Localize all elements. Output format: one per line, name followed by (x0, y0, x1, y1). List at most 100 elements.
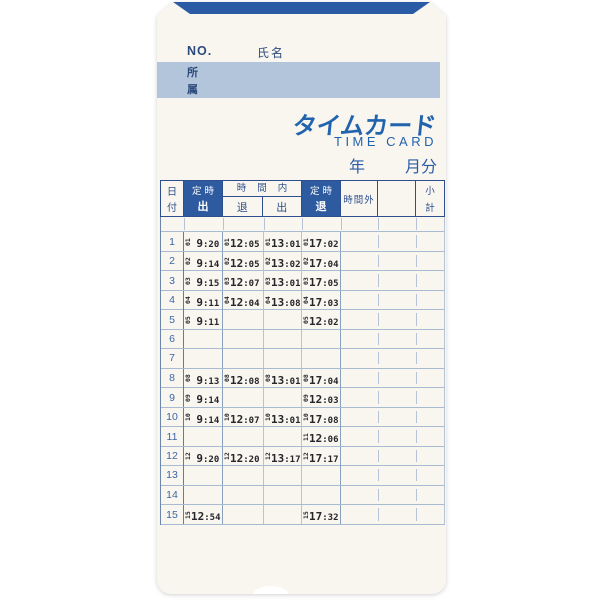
empty-stamp-cell (264, 310, 302, 329)
stamp-time: 12:03 (309, 393, 339, 406)
card-title-english: TIME CARD (334, 134, 437, 149)
table-row: 3 03 9:15 03 12:07 03 13:01 03 17:05 (161, 271, 444, 291)
time-stamp-cell: 04 12:04 (223, 290, 264, 310)
stamp-time: 13:02 (271, 256, 301, 270)
overtime-cell (341, 447, 379, 466)
time-table: 日 付 定時 出 時間内 退 出 定時 退 (160, 180, 445, 525)
blank-cell (378, 447, 417, 466)
stamp-time: 13:01 (271, 373, 301, 387)
subtotal-cell (416, 349, 444, 368)
table-row: 15 15 12:54 15 17:32 (161, 505, 444, 525)
spacer-cell (184, 217, 224, 231)
empty-stamp-cell (184, 427, 223, 446)
time-stamp-cell: 08 17:04 (302, 368, 341, 388)
header-overtime: 時間外 (341, 181, 378, 216)
empty-stamp-cell (223, 427, 264, 446)
empty-stamp-cell (223, 310, 264, 329)
stamp-time: 17:32 (309, 510, 339, 523)
overtime-cell (341, 232, 379, 251)
stamp-day-prefix: 11 (302, 432, 310, 441)
stamp-day-prefix: 09 (184, 393, 192, 402)
empty-stamp-cell (264, 349, 302, 368)
time-stamp-cell: 10 9:14 (184, 407, 223, 427)
time-stamp-cell: 02 9:14 (184, 251, 223, 271)
stamp-time: 13:17 (271, 451, 301, 465)
stamp-time: 12:20 (230, 451, 260, 465)
header-date: 日 付 (161, 181, 184, 216)
stamp-day-prefix: 09 (302, 393, 310, 402)
year-label: 年 (349, 159, 366, 176)
empty-stamp-cell (302, 329, 341, 348)
stamp-day-prefix: 04 (223, 296, 231, 304)
empty-stamp-cell (264, 466, 302, 485)
stamp-time: 17:05 (309, 276, 339, 289)
subtotal-cell (416, 252, 444, 271)
stamp-time: 12:07 (230, 276, 260, 289)
stamp-day-prefix: 15 (302, 510, 310, 519)
day-number-cell: 15 (161, 505, 184, 524)
time-stamp-cell: 10 17:08 (302, 407, 341, 427)
time-stamp-cell: 08 9:13 (184, 368, 223, 388)
day-number-cell: 2 (161, 251, 184, 271)
table-row: 6 (161, 329, 444, 349)
stamp-day-prefix: 10 (223, 413, 231, 421)
stamp-time: 9:20 (196, 237, 220, 250)
stamp-day-prefix: 01 (223, 237, 231, 246)
blank-cell (378, 427, 417, 446)
time-stamp-cell: 05 9:11 (184, 310, 223, 329)
table-row: 9 09 9:14 09 12:03 (161, 388, 444, 408)
overtime-cell (341, 486, 379, 505)
empty-stamp-cell (302, 349, 341, 368)
subtotal-cell (416, 427, 444, 446)
header-scheduled-in: 定時 出 (184, 181, 223, 216)
stamp-time: 13:08 (271, 295, 301, 309)
overtime-cell (341, 408, 379, 427)
time-stamp-cell: 09 9:14 (184, 388, 223, 407)
empty-stamp-cell (223, 505, 264, 524)
spacer-cell (264, 217, 303, 231)
time-stamp-cell: 09 12:03 (302, 388, 341, 407)
table-row: 7 (161, 349, 444, 369)
stamp-time: 17:03 (309, 295, 339, 309)
empty-stamp-cell (223, 485, 264, 504)
department-band: 所 属 (157, 62, 440, 98)
empty-stamp-cell (264, 329, 302, 348)
card-top-band (173, 2, 430, 14)
table-row: 12 12 9:20 12 12:20 12 13:17 12 17:17 (161, 446, 444, 466)
empty-stamp-cell (184, 349, 223, 368)
subtotal-cell (416, 486, 444, 505)
empty-stamp-cell (223, 329, 264, 348)
stamp-time: 12:05 (230, 237, 260, 250)
empty-stamp-cell (223, 388, 264, 407)
table-header: 日 付 定時 出 時間内 退 出 定時 退 (160, 180, 445, 217)
header-subtotal: 小 計 (425, 186, 435, 214)
stamp-time: 9:13 (196, 373, 220, 387)
stamp-day-prefix: 08 (302, 374, 310, 382)
stamp-day-prefix: 12 (184, 452, 192, 460)
time-stamp-cell: 12 12:20 (223, 446, 264, 466)
table-row: 5 05 9:11 05 12:02 (161, 310, 444, 330)
empty-stamp-cell (223, 466, 264, 485)
bottom-notch (253, 586, 289, 594)
overtime-cell (341, 310, 379, 329)
blank-cell (378, 310, 417, 329)
empty-stamp-cell (264, 485, 302, 504)
header-break-in: 出 (276, 201, 288, 214)
stamp-day-prefix: 02 (302, 257, 310, 265)
spacer-row (161, 217, 445, 232)
day-number-cell: 1 (161, 232, 184, 251)
time-stamp-cell: 02 13:02 (264, 251, 302, 271)
stamp-day-prefix: 03 (302, 276, 310, 285)
stamp-time: 9:20 (196, 451, 220, 465)
day-number-cell: 4 (161, 290, 184, 310)
stamp-time: 12:08 (230, 373, 260, 387)
stamp-time: 9:11 (196, 315, 220, 328)
spacer-cell (341, 217, 379, 231)
stamp-day-prefix: 02 (264, 257, 272, 265)
time-stamp-cell: 04 9:11 (184, 290, 223, 310)
stamp-time: 12:54 (191, 510, 221, 523)
day-number-cell: 6 (161, 329, 184, 348)
stamp-day-prefix: 12 (264, 452, 272, 460)
stamp-day-prefix: 01 (302, 237, 310, 246)
stamp-time: 17:17 (309, 451, 339, 465)
